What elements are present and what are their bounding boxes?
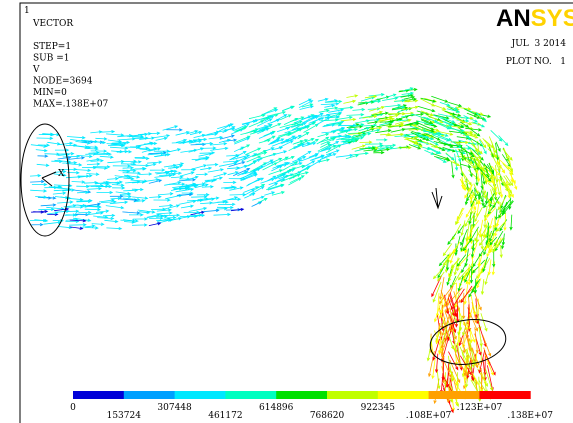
legend-swatch	[276, 391, 327, 399]
legend-label: .138E+07	[507, 411, 553, 421]
legend-swatch	[225, 391, 276, 399]
legend-label: .123E+07	[457, 403, 503, 413]
logo: ANSYS	[496, 5, 573, 32]
logo-light: SYS	[531, 5, 573, 32]
info-line: MIN=0	[33, 88, 67, 98]
triad-label: X	[58, 169, 65, 179]
legend-swatch	[479, 391, 530, 399]
info-line: SUB =1	[33, 54, 70, 64]
info-line: NODE=3694	[33, 77, 93, 87]
legend-swatch	[378, 391, 429, 399]
legend-label: 307448	[157, 403, 192, 413]
logo-bold: AN	[496, 5, 531, 32]
plot-type: VECTOR	[32, 19, 73, 29]
plot-number: PLOT NO. 1	[506, 57, 566, 67]
legend-label: .108E+07	[406, 411, 452, 421]
legend-swatch	[429, 391, 480, 399]
window-number: 1	[24, 6, 30, 16]
legend-label: 461172	[208, 411, 242, 421]
legend-label: 614896	[259, 403, 294, 413]
info-line: V	[32, 65, 40, 75]
legend-label: 768620	[310, 411, 345, 421]
legend-swatch	[73, 391, 124, 399]
legend-swatch	[175, 391, 226, 399]
legend-swatch	[124, 391, 175, 399]
plot-window: X 1 VECTOR STEP=1 SUB =1V NODE=3694MIN=0 MA…	[0, 0, 573, 423]
date: JUL 3 2014	[511, 39, 567, 49]
legend-swatch	[327, 391, 378, 399]
legend-label: 153724	[107, 411, 142, 421]
info-line: STEP=1	[33, 42, 71, 52]
legend-label: 0	[70, 403, 76, 413]
info-line: MAX=.138E+07	[33, 100, 109, 110]
legend-label: 922345	[361, 403, 396, 413]
